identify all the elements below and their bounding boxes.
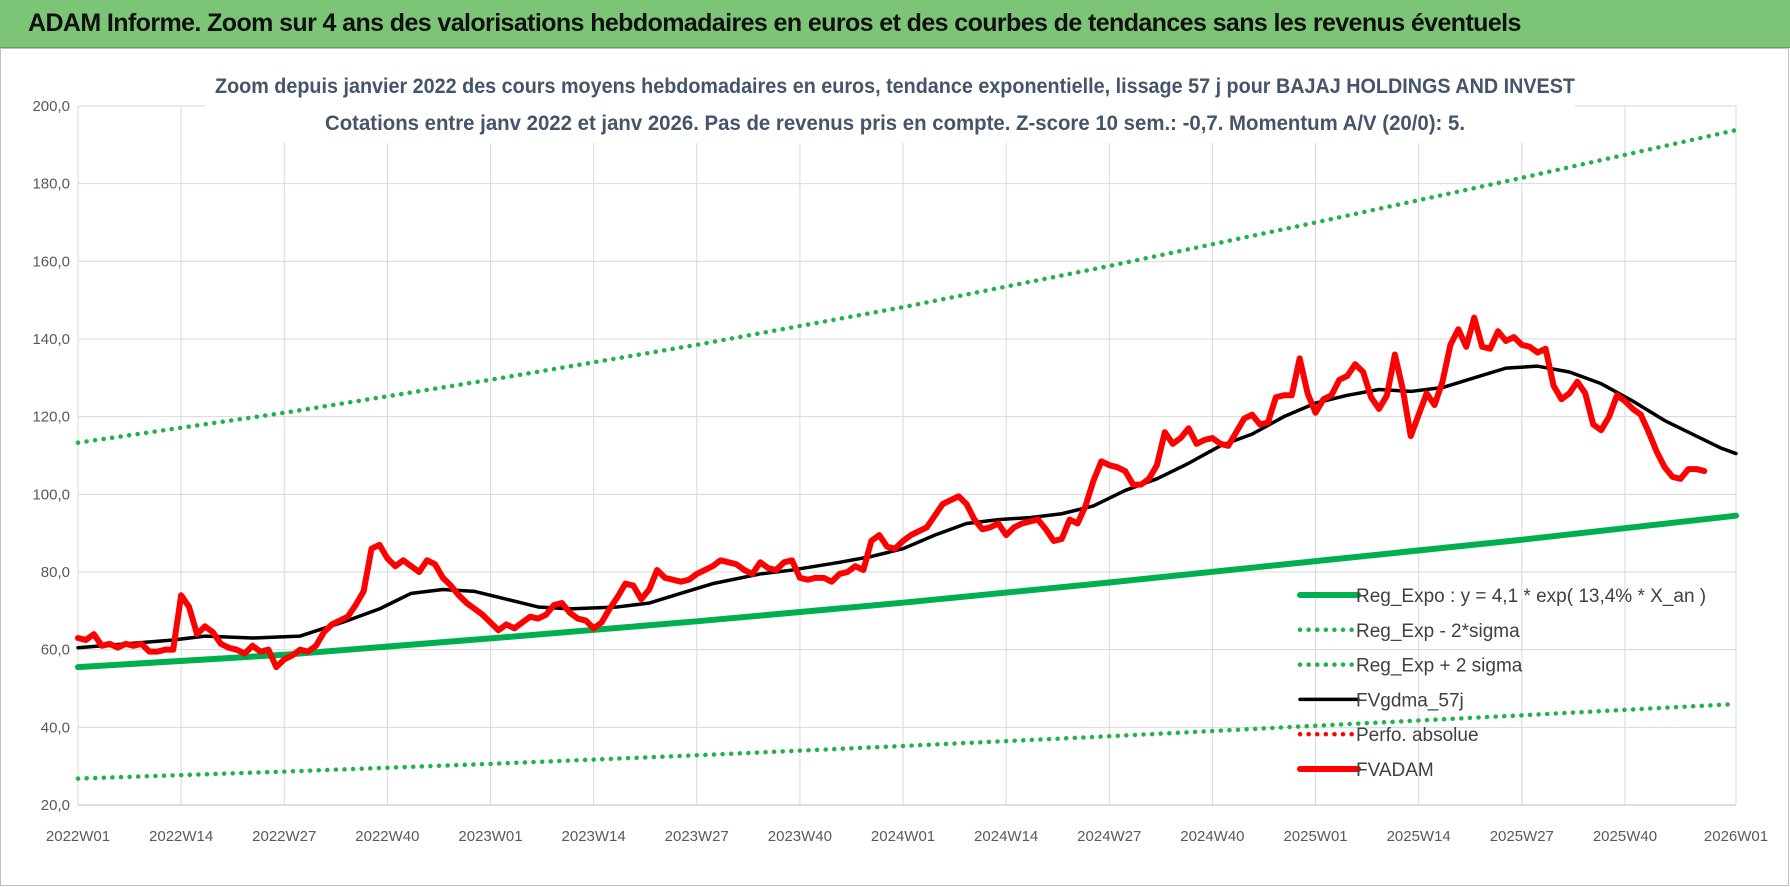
x-tick-label: 2025W01 xyxy=(1283,828,1347,845)
legend-label: Reg_Exp + 2 sigma xyxy=(1356,656,1523,677)
report-title: ADAM Informe. Zoom sur 4 ans des valoris… xyxy=(28,9,1521,37)
y-tick-label: 140,0 xyxy=(32,331,70,348)
x-tick-label: 2022W40 xyxy=(355,828,419,845)
x-tick-label: 2026W01 xyxy=(1704,828,1768,845)
moving-average-series xyxy=(76,364,1738,650)
report-banner: ADAM Informe. Zoom sur 4 ans des valoris… xyxy=(0,0,1790,48)
x-tick-label: 2024W40 xyxy=(1180,828,1244,845)
trend-line-series xyxy=(75,512,1739,671)
subtitle-background xyxy=(205,68,1575,143)
x-tick-label: 2024W14 xyxy=(974,828,1038,845)
x-tick-label: 2025W27 xyxy=(1490,828,1554,845)
x-tick-label: 2025W14 xyxy=(1387,828,1451,845)
y-tick-label: 160,0 xyxy=(32,253,70,270)
legend-label: Reg_Exp - 2*sigma xyxy=(1356,621,1520,642)
y-tick-label: 80,0 xyxy=(41,564,70,581)
y-tick-label: 200,0 xyxy=(32,98,70,115)
legend-label: Reg_Expo : y = 4,1 * exp( 13,4% * X_an ) xyxy=(1356,586,1706,607)
x-tick-label: 2025W40 xyxy=(1593,828,1657,845)
x-tick-label: 2022W27 xyxy=(252,828,316,845)
x-tick-label: 2024W27 xyxy=(1077,828,1141,845)
y-tick-label: 20,0 xyxy=(41,797,70,814)
chart-title: Zoom depuis janvier 2022 des cours moyen… xyxy=(215,75,1575,98)
tick-labels: 20,0 40,0 60,0 80,0 100,0 120,0 140,0 160,0 180,… xyxy=(32,98,1768,845)
price-series xyxy=(75,314,1708,671)
upper-band-series xyxy=(75,127,1739,445)
x-tick-label: 2023W40 xyxy=(768,828,832,845)
legend: Reg_Expo : y = 4,1 * exp( 13,4% * X_an )… xyxy=(1297,586,1706,781)
series-layer xyxy=(75,127,1739,781)
y-tick-label: 40,0 xyxy=(41,719,70,736)
x-tick-label: 2022W14 xyxy=(149,828,213,845)
legend-label: FVADAM xyxy=(1356,760,1434,781)
legend-label: Perfo. absolue xyxy=(1356,725,1479,746)
y-tick-label: 180,0 xyxy=(32,176,70,193)
x-tick-label: 2023W01 xyxy=(458,828,522,845)
x-tick-label: 2023W14 xyxy=(562,828,626,845)
x-tick-label: 2022W01 xyxy=(46,828,110,845)
legend-label: FVgdma_57j xyxy=(1356,690,1464,711)
x-tick-label: 2023W27 xyxy=(665,828,729,845)
lower-band-series xyxy=(75,701,1739,781)
x-tick-label: 2024W01 xyxy=(871,828,935,845)
y-tick-label: 120,0 xyxy=(32,409,70,426)
chart-subtitle: Cotations entre janv 2022 et janv 2026. … xyxy=(325,112,1465,135)
y-tick-label: 100,0 xyxy=(32,486,70,503)
y-tick-label: 60,0 xyxy=(41,642,70,659)
